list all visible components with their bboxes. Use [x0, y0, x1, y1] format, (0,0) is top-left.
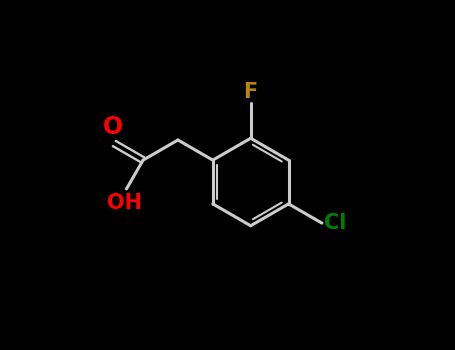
- Text: O: O: [102, 115, 122, 139]
- Text: Cl: Cl: [324, 213, 346, 233]
- Text: OH: OH: [107, 193, 142, 213]
- Text: F: F: [243, 82, 258, 102]
